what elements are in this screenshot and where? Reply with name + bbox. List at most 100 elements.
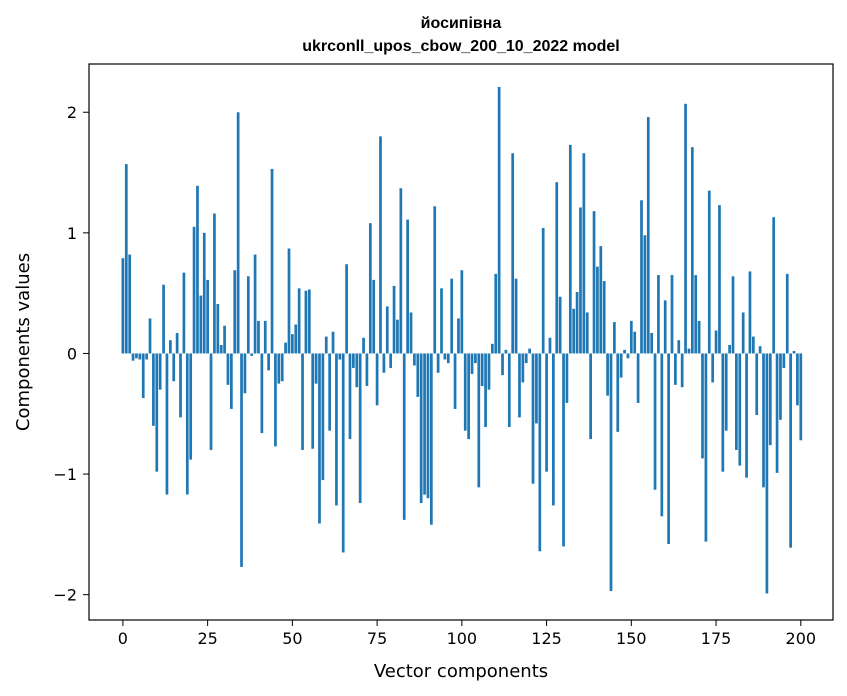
bar	[545, 353, 548, 472]
bar	[324, 336, 328, 354]
bar	[562, 353, 565, 547]
bar	[684, 103, 687, 354]
bar	[599, 246, 603, 354]
bar	[453, 353, 457, 409]
bar	[619, 353, 623, 378]
y-tick-label: −1	[53, 465, 77, 484]
bar	[758, 346, 762, 354]
bar	[670, 275, 674, 354]
bar	[331, 331, 335, 354]
bar	[294, 324, 298, 354]
bar	[202, 232, 206, 354]
bar	[724, 353, 728, 431]
bar	[413, 353, 416, 366]
bar	[731, 276, 735, 354]
x-tick-label: 75	[367, 629, 387, 648]
bar	[446, 353, 450, 364]
bar	[494, 273, 498, 354]
x-tick-label: 25	[197, 629, 217, 648]
bar	[575, 291, 579, 354]
x-tick-label: 50	[282, 629, 302, 648]
bar	[718, 205, 721, 354]
bar	[548, 337, 552, 354]
bar	[789, 353, 792, 548]
bar	[409, 312, 413, 354]
bar	[165, 353, 169, 495]
bar	[751, 336, 755, 354]
bar	[487, 353, 491, 390]
bar	[365, 353, 369, 387]
bar	[375, 353, 379, 406]
bar	[745, 353, 748, 478]
bar	[162, 284, 165, 354]
bar	[348, 353, 352, 440]
bar	[152, 353, 155, 426]
bar	[501, 353, 504, 376]
bar	[257, 320, 260, 354]
bar	[735, 353, 738, 450]
bar	[362, 337, 365, 354]
bar	[507, 353, 511, 428]
bar	[213, 213, 216, 354]
bar	[426, 353, 430, 499]
y-tick-label: 0	[67, 344, 77, 363]
bar	[467, 353, 470, 440]
bar	[287, 248, 291, 354]
chart-title-line1: йосипівна	[421, 15, 502, 32]
bar	[246, 276, 250, 354]
bar	[135, 353, 138, 359]
bar	[721, 353, 725, 472]
bar	[474, 353, 477, 364]
bar	[179, 353, 182, 418]
bar	[697, 320, 701, 354]
bar	[321, 353, 325, 481]
bar	[782, 353, 786, 368]
bar	[609, 353, 613, 592]
bar	[613, 322, 616, 354]
bar	[396, 319, 399, 354]
bar	[572, 308, 576, 354]
bar	[433, 206, 437, 354]
bar	[280, 353, 284, 382]
bar	[785, 273, 789, 354]
bar	[189, 353, 193, 460]
bar	[779, 353, 782, 420]
bar	[253, 254, 257, 354]
bar	[406, 219, 409, 354]
bar	[704, 353, 708, 542]
plot-frame	[88, 63, 834, 621]
bar	[301, 353, 304, 450]
bar	[491, 343, 494, 354]
bar	[226, 353, 230, 385]
bar	[311, 353, 315, 449]
bar	[389, 353, 393, 368]
bar	[230, 353, 233, 409]
bar	[460, 270, 464, 354]
y-axis-ticks: −2 −1 0 1 2	[53, 103, 89, 605]
bar	[318, 353, 321, 524]
bar-series	[121, 86, 803, 594]
x-axis-ticks: 0 25 50 75 100 125 150 175 200	[118, 620, 816, 648]
bar	[646, 117, 650, 354]
bar	[463, 353, 467, 431]
bar	[209, 353, 213, 450]
bar	[192, 226, 196, 354]
bar	[514, 278, 518, 354]
y-axis-label: Components values	[13, 253, 34, 431]
bar	[216, 304, 220, 354]
bar	[236, 112, 240, 354]
bar	[274, 353, 277, 447]
bar	[335, 353, 338, 506]
bar	[155, 353, 159, 472]
bar	[521, 353, 525, 383]
bar	[592, 211, 596, 354]
bar	[504, 349, 508, 354]
bar	[579, 207, 582, 354]
bar	[477, 353, 481, 488]
bar	[423, 353, 426, 495]
bar	[568, 144, 572, 354]
x-tick-label: 0	[118, 629, 128, 648]
bar	[741, 312, 745, 354]
bar	[233, 270, 237, 354]
